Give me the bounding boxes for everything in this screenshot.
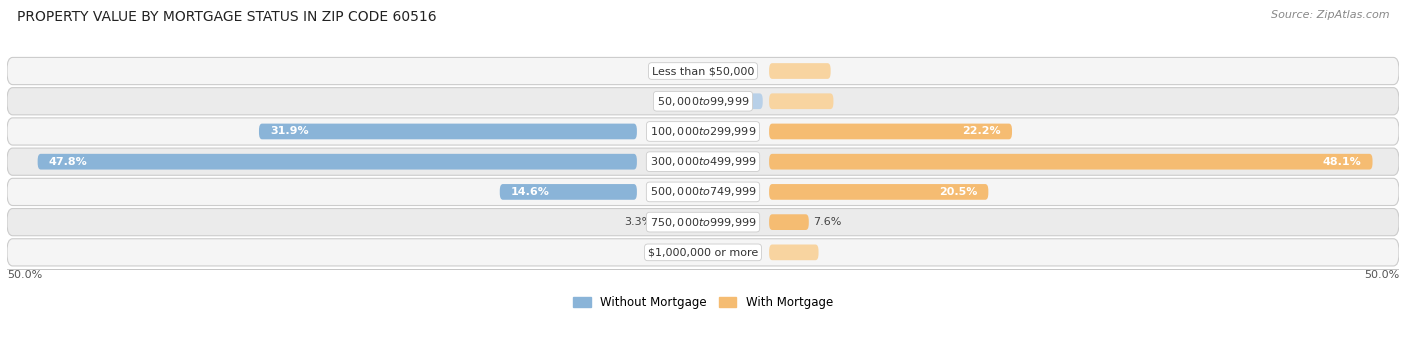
Text: 0.23%: 0.23% xyxy=(661,96,696,106)
FancyBboxPatch shape xyxy=(499,184,637,200)
FancyBboxPatch shape xyxy=(697,63,758,79)
FancyBboxPatch shape xyxy=(7,88,1399,115)
FancyBboxPatch shape xyxy=(769,63,831,79)
Text: 47.8%: 47.8% xyxy=(49,157,87,167)
Text: $1,000,000 or more: $1,000,000 or more xyxy=(648,248,758,257)
FancyBboxPatch shape xyxy=(259,124,637,139)
Text: 3.3%: 3.3% xyxy=(624,217,652,227)
Text: 1.7%: 1.7% xyxy=(647,248,675,257)
FancyBboxPatch shape xyxy=(7,57,1399,85)
Text: Source: ZipAtlas.com: Source: ZipAtlas.com xyxy=(1271,10,1389,20)
Text: 20.5%: 20.5% xyxy=(939,187,977,197)
Text: 22.2%: 22.2% xyxy=(962,126,1001,136)
FancyBboxPatch shape xyxy=(769,184,988,200)
Text: 48.1%: 48.1% xyxy=(1323,157,1361,167)
FancyBboxPatch shape xyxy=(7,118,1399,145)
Text: 0.33%: 0.33% xyxy=(711,66,747,76)
Text: $100,000 to $299,999: $100,000 to $299,999 xyxy=(650,125,756,138)
Text: $500,000 to $749,999: $500,000 to $749,999 xyxy=(650,185,756,199)
FancyBboxPatch shape xyxy=(679,244,721,260)
Text: PROPERTY VALUE BY MORTGAGE STATUS IN ZIP CODE 60516: PROPERTY VALUE BY MORTGAGE STATUS IN ZIP… xyxy=(17,10,436,24)
Text: $750,000 to $999,999: $750,000 to $999,999 xyxy=(650,216,756,228)
FancyBboxPatch shape xyxy=(769,94,834,109)
Text: Less than $50,000: Less than $50,000 xyxy=(652,66,754,76)
Text: 0.13%: 0.13% xyxy=(709,96,744,106)
FancyBboxPatch shape xyxy=(7,208,1399,236)
Text: 1.2%: 1.2% xyxy=(724,248,752,257)
Legend: Without Mortgage, With Mortgage: Without Mortgage, With Mortgage xyxy=(568,291,838,314)
FancyBboxPatch shape xyxy=(769,214,808,230)
Text: $50,000 to $99,999: $50,000 to $99,999 xyxy=(657,95,749,108)
Text: 50.0%: 50.0% xyxy=(1364,270,1399,280)
Text: 31.9%: 31.9% xyxy=(270,126,309,136)
FancyBboxPatch shape xyxy=(700,94,762,109)
FancyBboxPatch shape xyxy=(769,124,1012,139)
FancyBboxPatch shape xyxy=(769,244,818,260)
Text: $300,000 to $499,999: $300,000 to $499,999 xyxy=(650,155,756,168)
FancyBboxPatch shape xyxy=(7,148,1399,175)
Text: 7.6%: 7.6% xyxy=(813,217,841,227)
FancyBboxPatch shape xyxy=(657,214,678,230)
FancyBboxPatch shape xyxy=(7,239,1399,266)
FancyBboxPatch shape xyxy=(7,178,1399,205)
Text: 14.6%: 14.6% xyxy=(510,187,550,197)
FancyBboxPatch shape xyxy=(38,154,637,170)
Text: 0.4%: 0.4% xyxy=(665,66,693,76)
FancyBboxPatch shape xyxy=(769,154,1372,170)
Text: 50.0%: 50.0% xyxy=(7,270,42,280)
